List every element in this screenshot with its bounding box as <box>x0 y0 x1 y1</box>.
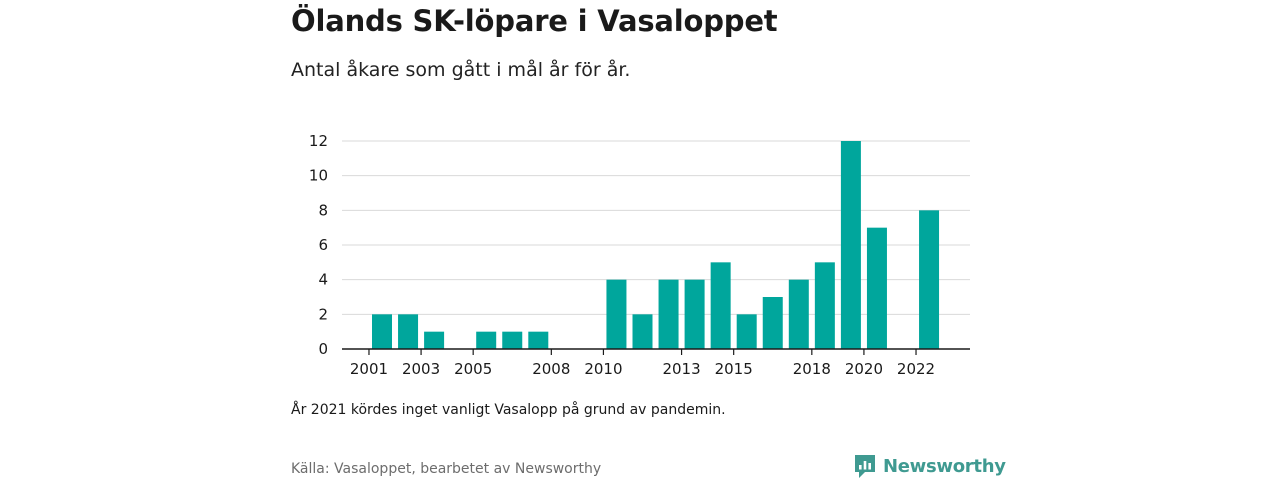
bars <box>372 141 940 349</box>
bar-2018 <box>814 262 835 349</box>
x-axis-ticks <box>368 349 917 355</box>
y-tick-label: 2 <box>318 305 328 323</box>
x-tick-label: 2022 <box>897 360 935 378</box>
x-tick-label: 2013 <box>662 360 700 378</box>
y-axis-labels: 0 2 4 6 8 10 12 <box>309 132 328 358</box>
bar-2007 <box>528 331 549 349</box>
x-tick-label: 2003 <box>402 360 440 378</box>
bar-2002 <box>398 314 419 349</box>
bar-2006 <box>502 331 523 349</box>
source-credit: Källa: Vasaloppet, bearbetet av Newswort… <box>291 461 602 477</box>
y-tick-label: 4 <box>318 271 328 289</box>
gridlines <box>342 140 970 315</box>
footnote: År 2021 kördes inget vanligt Vasalopp på… <box>291 402 726 418</box>
x-tick-label: 2020 <box>845 360 883 378</box>
bar-2020 <box>866 227 887 349</box>
bar-2003 <box>424 331 445 349</box>
bar-2011 <box>632 314 653 349</box>
bar-2022 <box>919 210 940 349</box>
chart-title: Ölands SK-löpare i Vasaloppet <box>291 4 778 38</box>
x-tick-label: 2010 <box>584 360 622 378</box>
bar-2016 <box>762 297 783 349</box>
y-tick-label: 6 <box>318 236 328 254</box>
bar-2013 <box>684 279 705 349</box>
x-tick-label: 2015 <box>715 360 753 378</box>
y-tick-label: 10 <box>309 167 328 185</box>
y-tick-label: 12 <box>309 132 328 150</box>
newsworthy-logo-icon <box>855 455 875 478</box>
y-tick-label: 0 <box>318 340 328 358</box>
brand-logo: Newsworthy <box>853 453 1006 479</box>
y-tick-label: 8 <box>318 201 328 219</box>
bar-2019 <box>840 141 861 349</box>
x-tick-label: 2001 <box>350 360 388 378</box>
chart-subtitle: Antal åkare som gått i mål år för år. <box>291 59 631 81</box>
bar-2010 <box>606 279 627 349</box>
x-tick-label: 2008 <box>532 360 570 378</box>
bar-2014 <box>710 262 731 349</box>
bar-2012 <box>658 279 679 349</box>
bar-2017 <box>788 279 809 349</box>
x-axis-labels: 2001 2003 2005 2008 2010 2013 2015 2018 2020 2022 <box>350 360 935 378</box>
bar-2005 <box>476 331 497 349</box>
x-tick-label: 2005 <box>454 360 492 378</box>
brand-name: Newsworthy <box>883 455 1006 477</box>
x-tick-label: 2018 <box>793 360 831 378</box>
bar-2001 <box>372 314 392 349</box>
bar-2015 <box>736 314 757 349</box>
